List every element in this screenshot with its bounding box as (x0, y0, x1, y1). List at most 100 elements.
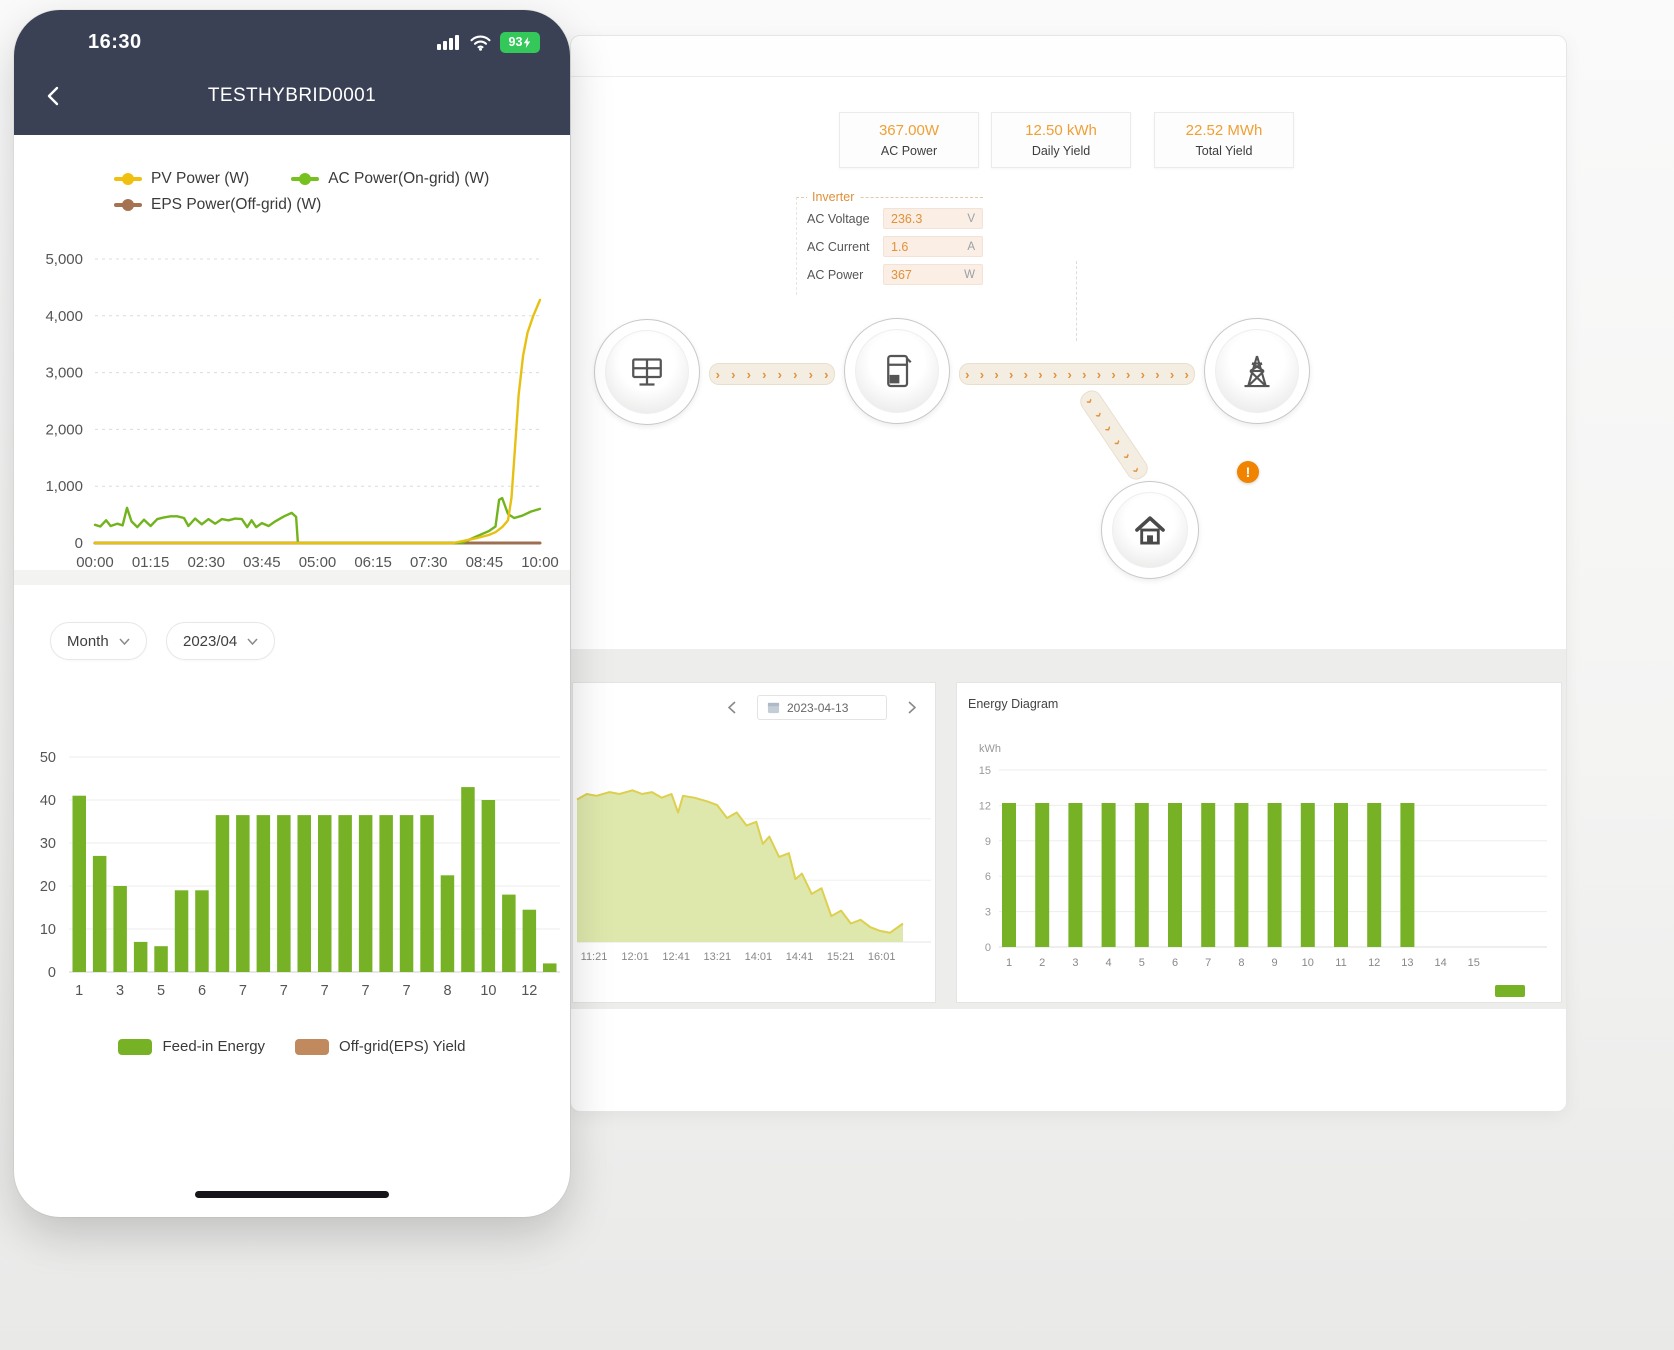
feed-in-legend-label: Feed-in Energy (162, 1038, 266, 1055)
month-select-value: 2023/04 (183, 632, 238, 650)
svg-text:4: 4 (1106, 957, 1112, 969)
charging-bolt-icon (524, 36, 531, 48)
ac-power-row-value: 367 (891, 267, 912, 282)
svg-text:2,000: 2,000 (45, 421, 83, 438)
svg-text:2: 2 (1039, 957, 1045, 969)
battery-icon: 93 (500, 31, 540, 53)
svg-text:8: 8 (443, 983, 451, 999)
home-indicator[interactable] (195, 1191, 389, 1198)
alarm-warning-icon[interactable]: ! (1237, 461, 1259, 483)
svg-text:14: 14 (1434, 957, 1446, 969)
svg-text:7: 7 (239, 983, 247, 999)
navigation-bar: TESTHYBRID0001 (14, 66, 570, 126)
grid-tower-icon (1244, 355, 1270, 388)
svg-text:5: 5 (157, 983, 165, 999)
monthly-chart-legend: Feed-in Energy Off-grid(EPS) Yield (14, 1038, 570, 1055)
energy-flow-arrows-to-home: › › › › › › (1076, 386, 1152, 484)
previous-day-button[interactable] (723, 697, 741, 719)
phone-mockup: 16:30 93 (14, 10, 570, 1217)
svg-text:15:21: 15:21 (827, 951, 855, 963)
battery-percent: 93 (508, 35, 523, 49)
inverter-row-power: AC Power 367 W (807, 264, 983, 285)
svg-text:14:41: 14:41 (786, 951, 814, 963)
phone-header: 16:30 93 (14, 10, 570, 135)
svg-text:12:01: 12:01 (621, 951, 649, 963)
svg-text:1: 1 (1006, 957, 1012, 969)
svg-text:12:41: 12:41 (662, 951, 690, 963)
svg-text:05:00: 05:00 (299, 554, 337, 571)
window-top-bar (571, 36, 1566, 77)
svg-text:7: 7 (403, 983, 411, 999)
flow-node-home (1101, 481, 1199, 579)
svg-text:1: 1 (75, 983, 83, 999)
energy-diagram-unit: kWh (979, 743, 1001, 755)
svg-text:03:45: 03:45 (243, 554, 281, 571)
total-yield-value: 22.52 MWh (1185, 122, 1263, 139)
device-title: TESTHYBRID0001 (207, 85, 377, 106)
legend-item-eps-power[interactable]: EPS Power(Off-grid) (W) (114, 196, 321, 214)
stat-card-ac-power: 367.00W AC Power (839, 112, 979, 168)
svg-text:10: 10 (1302, 957, 1314, 969)
stat-card-total-yield: 22.52 MWh Total Yield (1154, 112, 1294, 168)
svg-text:3,000: 3,000 (45, 365, 83, 382)
energy-diagram-card: Energy Diagram kWh 0 3 6 9 12 15 1 2 3 4 5 6 7 8 9 10 11… (956, 682, 1562, 1003)
svg-text:7: 7 (321, 983, 329, 999)
legend-item-ac-power[interactable]: AC Power(On-grid) (W) (291, 170, 489, 188)
legend-item-off-grid[interactable]: Off-grid(EPS) Yield (295, 1038, 466, 1055)
flow-node-solar (594, 319, 700, 425)
ac-current-value: 1.6 (891, 239, 909, 254)
date-navigation: 2023-04-13 (723, 695, 921, 720)
svg-text:12: 12 (979, 800, 991, 812)
ac-power-row-label: AC Power (807, 267, 864, 282)
date-picker[interactable]: 2023-04-13 (757, 695, 887, 720)
ac-current-value-box: 1.6 A (883, 236, 983, 257)
svg-text:11: 11 (1335, 957, 1346, 969)
energy-diagram-title: Energy Diagram (968, 697, 1059, 711)
monthly-yield-bar-chart: 0 10 20 30 40 50 1 3 5 6 7 7 7 7 7 8 10 12 (40, 750, 560, 999)
ac-voltage-label: AC Voltage (807, 211, 870, 226)
svg-text:15: 15 (1468, 957, 1480, 969)
inverter-row-current: AC Current 1.6 A (807, 236, 983, 257)
svg-text:9: 9 (1272, 957, 1278, 969)
svg-text:13:21: 13:21 (704, 951, 732, 963)
off-grid-legend-label: Off-grid(EPS) Yield (339, 1038, 466, 1055)
svg-text:08:45: 08:45 (466, 554, 504, 571)
cellular-signal-icon (437, 34, 459, 50)
pv-power-legend-marker (114, 173, 142, 184)
legend-item-feed-in[interactable]: Feed-in Energy (118, 1038, 265, 1055)
svg-text:50: 50 (40, 750, 56, 766)
inverter-icon (887, 354, 912, 388)
ac-power-label: AC Power (880, 144, 938, 158)
period-select[interactable]: Month (50, 622, 147, 660)
legend-item-pv-power[interactable]: PV Power (W) (114, 170, 249, 188)
svg-text:10: 10 (480, 983, 496, 999)
ac-power-legend-marker (291, 173, 320, 184)
period-select-value: Month (67, 632, 109, 650)
chevron-down-icon (247, 637, 258, 645)
daily-yield-label: Daily Yield (1031, 144, 1091, 158)
svg-text:6: 6 (198, 983, 206, 999)
daily-power-area-chart: 11:21 12:01 12:41 13:21 14:01 14:41 15:21 16:01 (576, 789, 931, 963)
flow-node-grid (1204, 318, 1310, 424)
eps-power-legend-label: EPS Power(Off-grid) (W) (151, 196, 322, 213)
selected-date: 2023-04-13 (787, 700, 849, 715)
svg-text:1,000: 1,000 (45, 478, 83, 495)
month-select[interactable]: 2023/04 (166, 622, 276, 660)
svg-text:40: 40 (40, 793, 56, 809)
pv-power-legend-label: PV Power (W) (151, 170, 250, 187)
back-button[interactable] (36, 79, 70, 113)
daily-yield-value: 12.50 kWh (1025, 122, 1097, 139)
power-line-chart: 0 1,000 2,000 3,000 4,000 5,000 00:00 01:15 02:3… (45, 251, 558, 571)
svg-text:7: 7 (362, 983, 370, 999)
energy-flow-arrows-inverter-to-grid: › › › › › › › › › › › › › › › › (959, 363, 1195, 385)
daily-power-chart-card: 2023-04-13 11:21 12:01 12:41 13:21 14:01 14:4… (572, 682, 936, 1003)
next-day-button[interactable] (903, 697, 921, 719)
ac-voltage-value-box: 236.3 V (883, 208, 983, 229)
wifi-icon (470, 35, 491, 51)
svg-text:8: 8 (1238, 957, 1244, 969)
svg-text:0: 0 (75, 535, 83, 552)
svg-text:3: 3 (985, 907, 991, 919)
ac-power-value: 367.00W (878, 122, 940, 139)
ac-power-row-unit: W (964, 268, 975, 281)
